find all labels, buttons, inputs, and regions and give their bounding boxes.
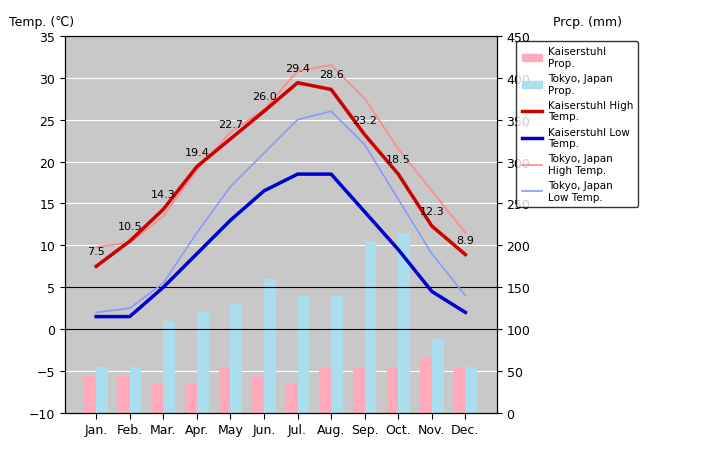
Text: 14.3: 14.3 <box>151 190 176 200</box>
Bar <box>152 383 163 413</box>
Bar <box>297 296 310 413</box>
Text: Prcp. (mm): Prcp. (mm) <box>553 16 622 29</box>
Bar <box>230 304 242 413</box>
Text: 23.2: 23.2 <box>352 115 377 125</box>
Bar <box>264 279 276 413</box>
Text: 19.4: 19.4 <box>184 147 210 157</box>
Bar <box>353 367 365 413</box>
Text: Temp. (℃): Temp. (℃) <box>9 16 73 29</box>
Legend: Kaiserstuhl
Prop., Tokyo, Japan
Prop., Kaiserstuhl High
Temp., Kaiserstuhl Low
T: Kaiserstuhl Prop., Tokyo, Japan Prop., K… <box>516 42 638 207</box>
Text: 12.3: 12.3 <box>420 207 444 217</box>
Bar <box>387 367 398 413</box>
Bar <box>163 321 175 413</box>
Bar <box>118 376 130 413</box>
Bar <box>219 367 230 413</box>
Text: 26.0: 26.0 <box>252 92 276 102</box>
Text: 28.6: 28.6 <box>319 70 343 80</box>
Bar <box>398 233 410 413</box>
Bar <box>454 367 465 413</box>
Bar <box>130 367 142 413</box>
Text: 10.5: 10.5 <box>117 222 142 232</box>
Text: 7.5: 7.5 <box>87 247 105 257</box>
Bar <box>320 367 331 413</box>
Bar <box>420 358 432 413</box>
Bar <box>432 340 444 413</box>
Bar <box>185 383 197 413</box>
Bar <box>96 367 108 413</box>
Text: 18.5: 18.5 <box>386 155 410 165</box>
Bar <box>365 241 377 413</box>
Text: 8.9: 8.9 <box>456 235 474 245</box>
Bar <box>331 296 343 413</box>
Bar <box>197 313 209 413</box>
Bar <box>465 367 477 413</box>
Bar <box>84 376 96 413</box>
Text: 29.4: 29.4 <box>285 63 310 73</box>
Bar <box>286 383 297 413</box>
Bar <box>252 376 264 413</box>
Text: 22.7: 22.7 <box>218 120 243 129</box>
